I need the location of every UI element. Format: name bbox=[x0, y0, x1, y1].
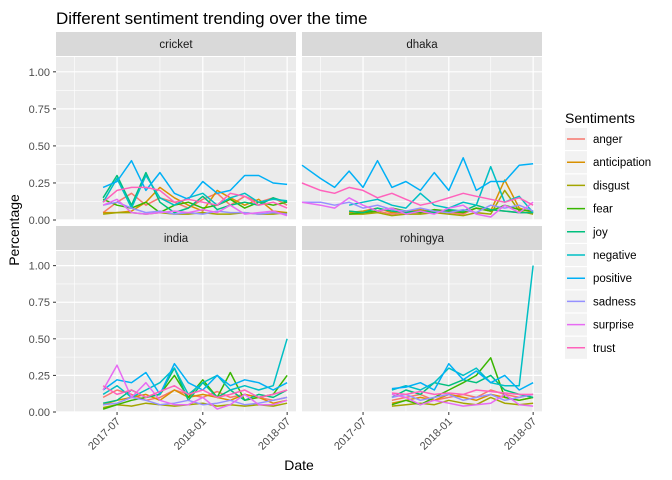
facet-india: india bbox=[56, 226, 296, 413]
x-tick-label: 2018-07 bbox=[256, 416, 293, 453]
chart-title: Different sentiment trending over the ti… bbox=[56, 9, 368, 28]
panel-background bbox=[302, 251, 542, 412]
series-line-surprise bbox=[301, 197, 534, 218]
panel-background bbox=[302, 57, 542, 220]
y-tick-label: 1.00 bbox=[29, 261, 50, 273]
legend-label-sadness: sadness bbox=[593, 296, 636, 308]
y-tick-label: 0.50 bbox=[29, 141, 50, 153]
panel-background bbox=[56, 57, 296, 220]
legend-label-negative: negative bbox=[593, 250, 636, 262]
series-line-disgust bbox=[102, 402, 288, 409]
series-line-negative bbox=[102, 174, 288, 209]
facet-strip-label: cricket bbox=[159, 39, 193, 51]
legend-label-anticipation: anticipation bbox=[593, 157, 651, 169]
legend-label-surprise: surprise bbox=[593, 320, 634, 332]
legend: Sentiments anger anticipation disgust fear j… bbox=[565, 110, 651, 359]
x-tick-label: 2018-07 bbox=[502, 416, 539, 453]
y-tick-label: 0.00 bbox=[29, 407, 50, 419]
series-line-sadness bbox=[391, 393, 534, 402]
y-tick-label: 1.00 bbox=[29, 67, 50, 79]
facet-strip bbox=[302, 226, 542, 250]
x-tick-label: 2017-07 bbox=[332, 416, 369, 453]
series-line-surprise bbox=[102, 198, 288, 217]
panel-background bbox=[56, 251, 296, 412]
y-tick-label: 0.50 bbox=[29, 334, 50, 346]
series-line-negative bbox=[102, 338, 288, 399]
facet-strip-label: rohingya bbox=[400, 233, 445, 245]
series-line-sadness bbox=[302, 201, 534, 214]
series-line-trust bbox=[301, 182, 534, 206]
y-tick-label: 0.25 bbox=[29, 370, 50, 382]
y-tick-label: 0.25 bbox=[29, 178, 50, 190]
facet-cricket: cricket bbox=[56, 32, 296, 221]
series-line-surprise bbox=[391, 393, 534, 407]
x-tick-label: 2018-01 bbox=[172, 416, 209, 453]
x-axis-label: Date bbox=[284, 457, 314, 473]
facet-strip bbox=[56, 32, 296, 56]
legend-label-disgust: disgust bbox=[593, 180, 630, 192]
y-tick-label: 0.75 bbox=[29, 104, 50, 116]
series-line-trust bbox=[102, 186, 288, 209]
series-line-sadness bbox=[102, 201, 288, 215]
facet-dhaka: dhaka bbox=[301, 32, 542, 221]
legend-title: Sentiments bbox=[565, 110, 635, 126]
series-line-joy bbox=[102, 171, 288, 214]
x-tick-label: 2017-07 bbox=[86, 416, 123, 453]
x-tick-label: 2018-01 bbox=[418, 416, 455, 453]
series-line-positive bbox=[102, 362, 288, 396]
series-line-surprise bbox=[102, 364, 288, 410]
series-line-trust bbox=[102, 384, 288, 399]
series-line-trust bbox=[391, 389, 534, 396]
legend-label-anger: anger bbox=[593, 134, 623, 146]
legend-label-joy: joy bbox=[592, 227, 608, 239]
facet-rohingya: rohingya bbox=[302, 226, 542, 413]
series-line-positive bbox=[301, 157, 534, 192]
facet-strip-label: india bbox=[164, 233, 189, 245]
facet-strip bbox=[56, 226, 296, 250]
series-line-negative bbox=[348, 165, 534, 214]
facet-panels: cricket dhaka india rohingya bbox=[56, 32, 542, 413]
y-axis-label: Percentage bbox=[6, 194, 22, 266]
legend-label-trust: trust bbox=[593, 343, 616, 355]
series-line-positive bbox=[102, 159, 288, 201]
series-line-positive bbox=[391, 362, 534, 391]
facet-strip bbox=[302, 32, 542, 56]
legend-label-fear: fear bbox=[593, 204, 613, 216]
y-tick-label: 0.00 bbox=[29, 215, 50, 227]
y-tick-label: 0.75 bbox=[29, 297, 50, 309]
facet-strip-label: dhaka bbox=[406, 39, 438, 51]
legend-label-positive: positive bbox=[593, 273, 632, 285]
series-line-negative bbox=[391, 265, 534, 391]
